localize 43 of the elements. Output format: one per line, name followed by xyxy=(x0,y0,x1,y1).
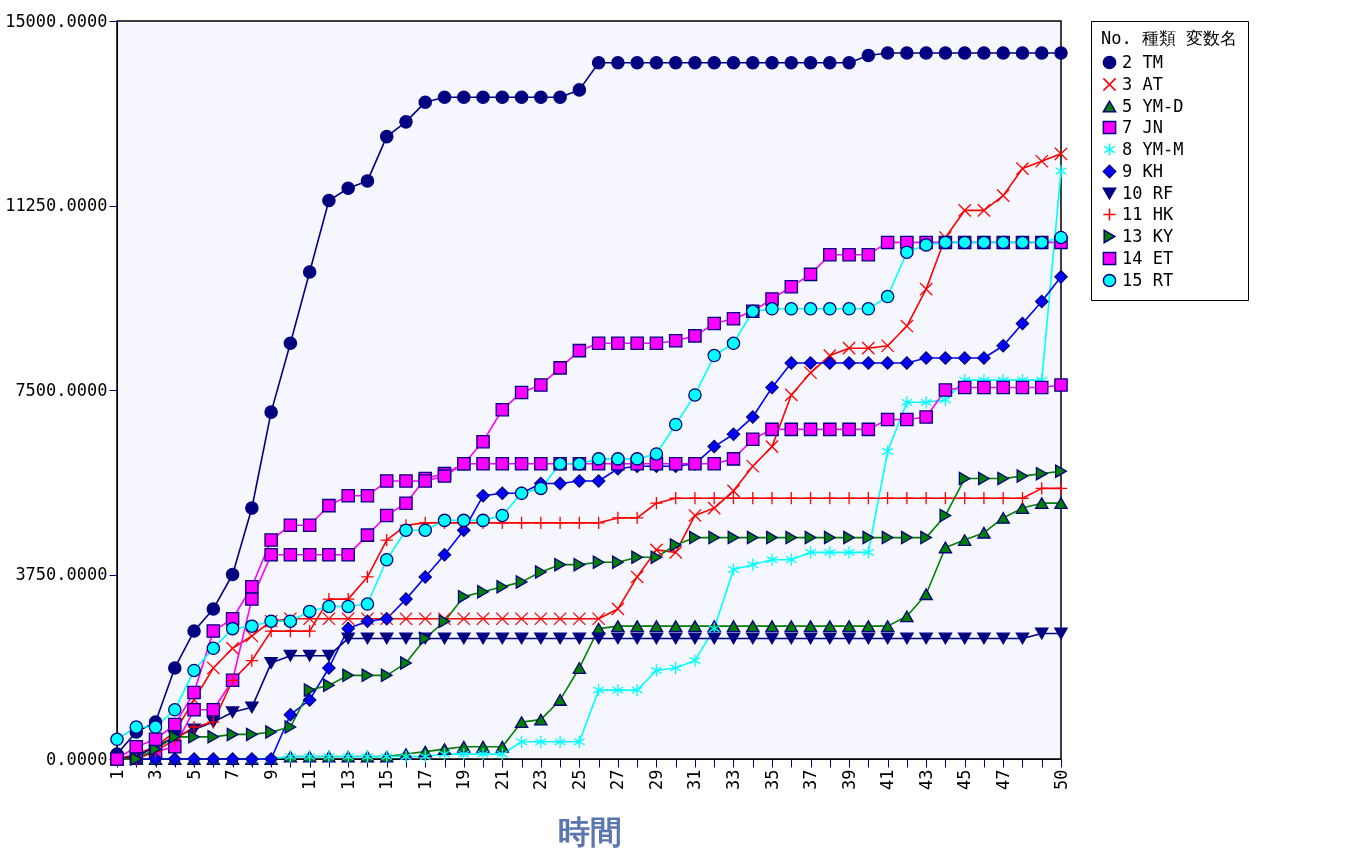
x-tick-label: 1 xyxy=(106,769,127,780)
x-tick-label: 50 xyxy=(1050,769,1071,790)
x-tick-label: 21 xyxy=(491,769,512,790)
legend-label: 10 RF xyxy=(1122,182,1174,203)
x-tick-label: 39 xyxy=(838,769,859,790)
x-tick-label: 3 xyxy=(145,769,166,780)
x-tick-label: 25 xyxy=(568,769,589,790)
legend-label: 9 KH xyxy=(1122,160,1163,181)
x-tick-label: 11 xyxy=(299,769,320,790)
x-tick-label: 37 xyxy=(800,769,821,790)
x-tick-label: 29 xyxy=(645,769,666,790)
legend-label: 3 AT xyxy=(1122,73,1163,94)
x-tick-label: 43 xyxy=(915,769,936,790)
x-tick-label: 27 xyxy=(607,769,628,790)
x-tick-label: 33 xyxy=(722,769,743,790)
legend-label: 8 YM-M xyxy=(1122,138,1184,159)
legend-label: 7 JN xyxy=(1122,116,1163,137)
x-tick-label: 41 xyxy=(877,769,898,790)
x-tick-label: 45 xyxy=(954,769,975,790)
x-tick-label: 19 xyxy=(453,769,474,790)
x-tick-label: 13 xyxy=(337,769,358,790)
legend-title: No. 種類 変数名 xyxy=(1101,28,1238,48)
x-tick-label: 35 xyxy=(761,769,782,790)
y-tick-label: 3750.0000 xyxy=(15,564,108,584)
y-tick-label: 11250.0000 xyxy=(5,195,108,215)
legend-label: 14 ET xyxy=(1122,247,1174,268)
legend-label: 5 YM-D xyxy=(1122,95,1184,116)
x-tick-label: 17 xyxy=(414,769,435,790)
legend-label: 13 KY xyxy=(1122,225,1174,246)
x-tick-label: 23 xyxy=(530,769,551,790)
legend-label: 11 HK xyxy=(1122,203,1174,224)
x-tick-label: 7 xyxy=(222,769,243,780)
x-tick-label: 9 xyxy=(260,769,281,780)
y-tick-label: 7500.0000 xyxy=(15,379,108,400)
x-tick-label: 5 xyxy=(183,769,204,780)
y-tick-label: 0.0000 xyxy=(46,748,108,769)
x-tick-label: 47 xyxy=(992,769,1013,790)
x-tick-label: 15 xyxy=(376,769,397,790)
x-axis-title: 時間 xyxy=(557,812,622,851)
legend-label: 2 TM xyxy=(1122,51,1163,72)
x-tick-label: 31 xyxy=(684,769,705,790)
legend-label: 15 RT xyxy=(1122,269,1174,290)
y-tick-label: 15000.0000 xyxy=(5,10,108,31)
